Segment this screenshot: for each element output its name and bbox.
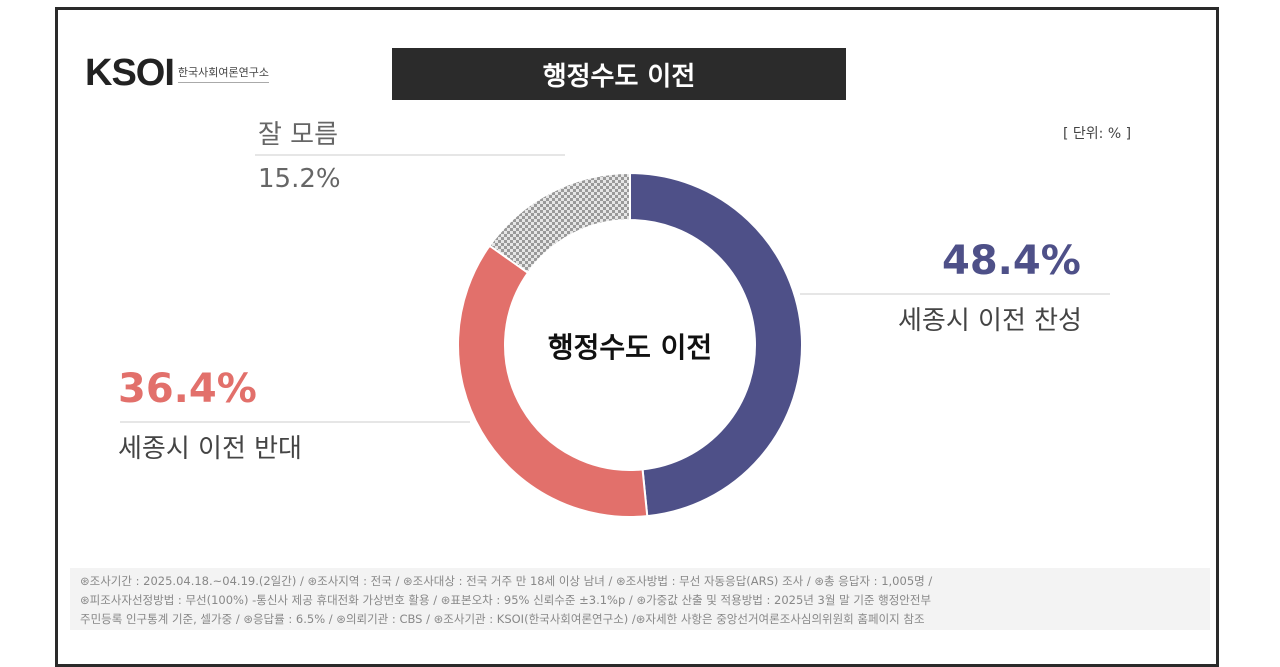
footnote-line: ⊛조사기간 : 2025.04.18.~04.19.(2일간) / ⊛조사지역 … — [80, 574, 933, 588]
category-label-favor: 세종시 이전 찬성 — [898, 306, 1082, 336]
ksoi-logo: KSOI 한국사회여론연구소 — [85, 52, 269, 95]
value-label-favor: 48.4% — [942, 238, 1081, 284]
slice-favor — [629, 171, 803, 518]
category-label-unknown: 잘 모름 — [258, 120, 339, 150]
slice-oppose — [457, 244, 649, 518]
category-label-oppose: 세종시 이전 반대 — [118, 434, 302, 464]
footnote-line: ⊛피조사자선정방법 : 무선(100%) -통신사 제공 휴대전화 가상번호 활… — [80, 593, 932, 607]
donut-chart: 행정수도 이전 — [120, 154, 1110, 518]
unit-label: [ 단위: % ] — [1063, 126, 1132, 142]
slice-unknown — [488, 171, 631, 275]
value-label-unknown: 15.2% — [258, 164, 341, 194]
footnote-line: 주민등록 인구통계 기준, 셀가중 / ⊛응답률 : 6.5% / ⊛의뢰기관 … — [80, 612, 925, 626]
logo-mark: KSOI — [85, 52, 175, 94]
survey-footnote: ⊛조사기간 : 2025.04.18.~04.19.(2일간) / ⊛조사지역 … — [70, 568, 1210, 630]
logo-subtitle: 한국사회여론연구소 — [177, 64, 269, 83]
chart-title: 행정수도 이전 — [392, 48, 846, 100]
center-label: 행정수도 이전 — [548, 331, 712, 364]
value-label-oppose: 36.4% — [118, 366, 257, 412]
